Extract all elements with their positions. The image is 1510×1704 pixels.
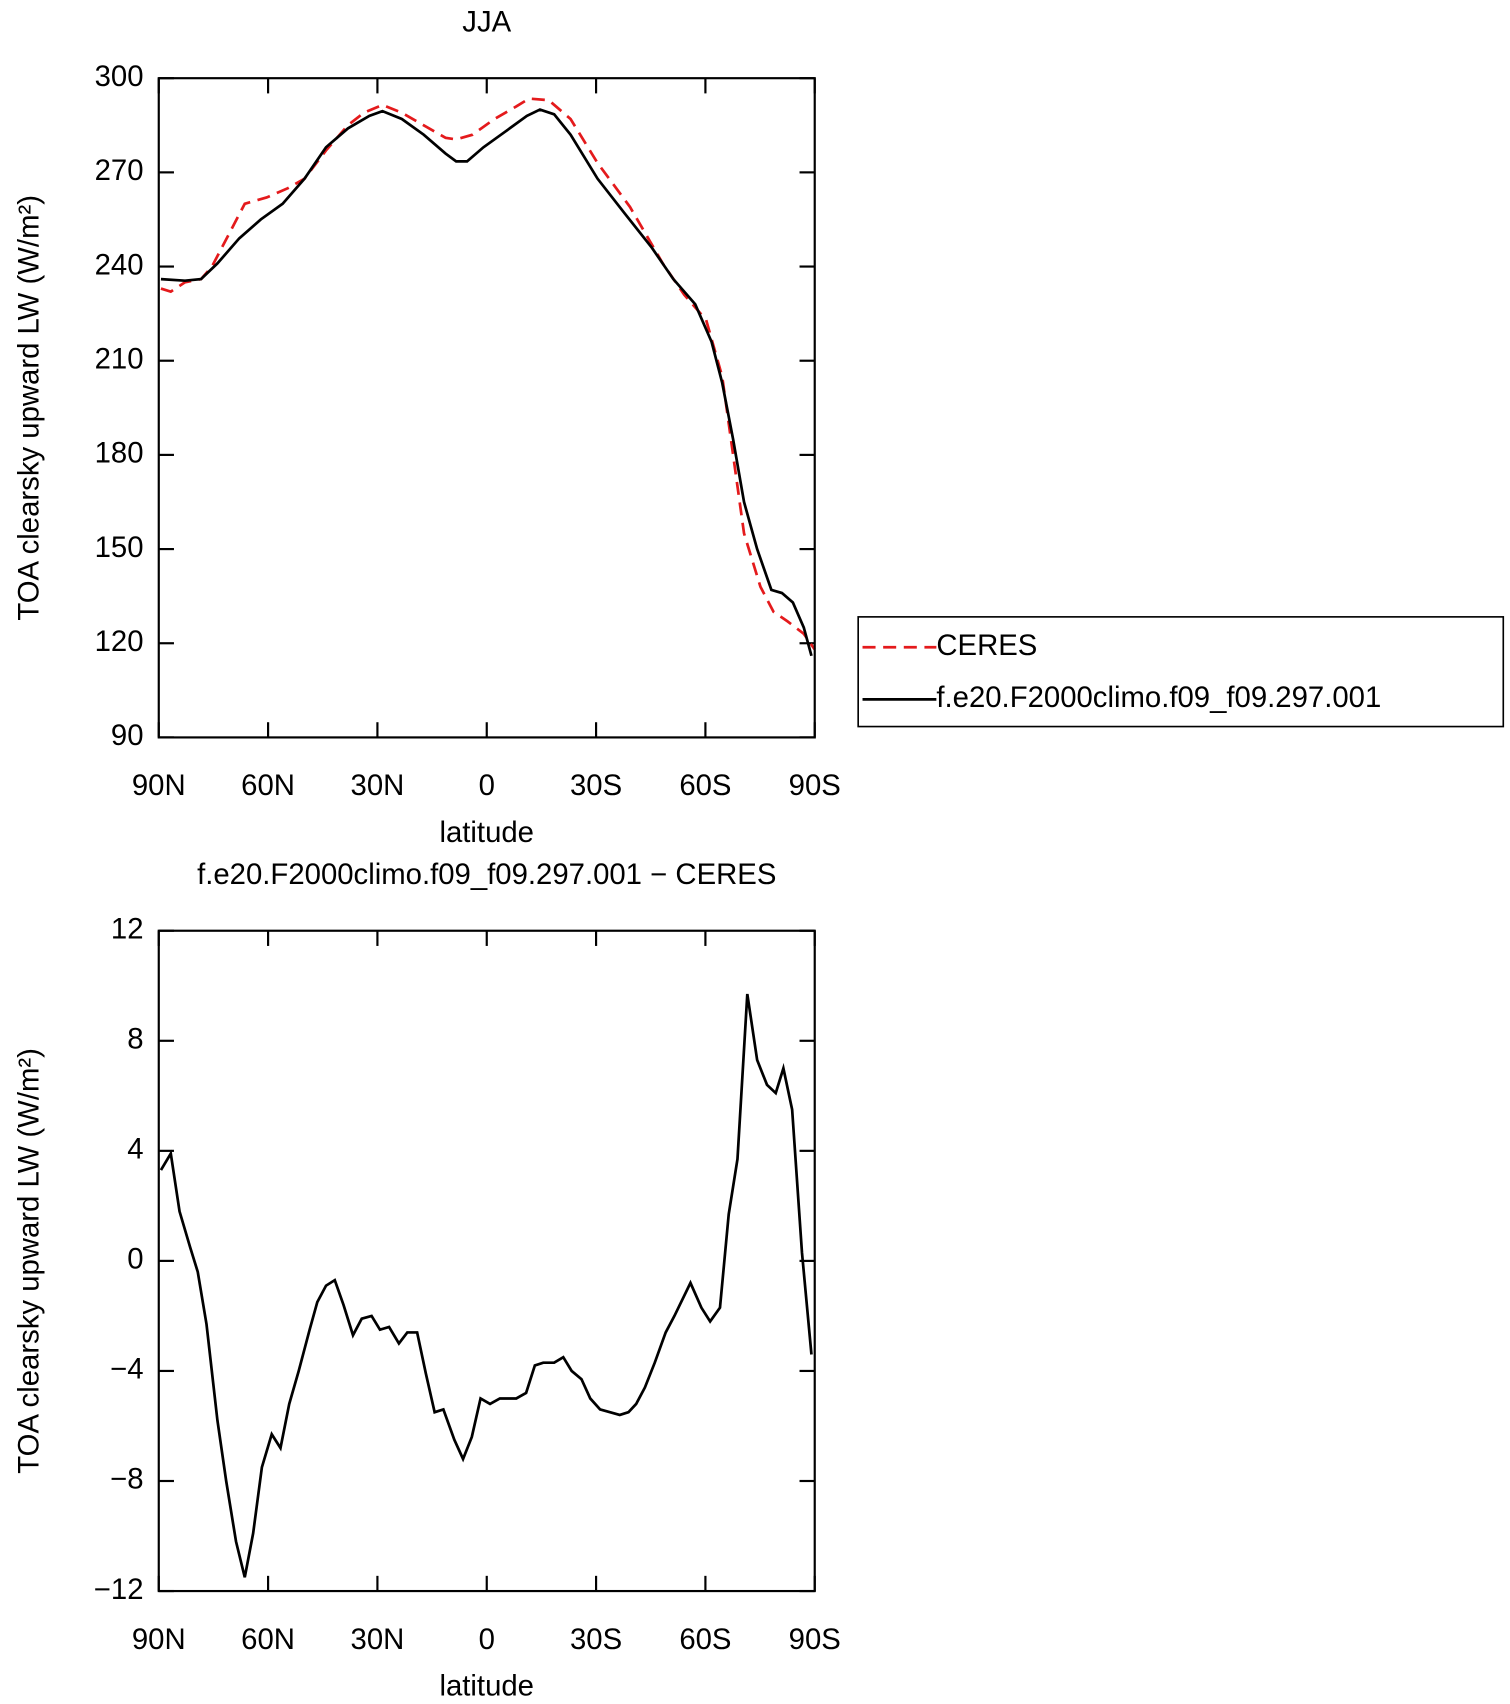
legend-box <box>857 616 1505 728</box>
y-axis-label: TOA clearsky upward LW (W/m²) <box>12 1048 45 1474</box>
y-axis-label: TOA clearsky upward LW (W/m²) <box>12 195 45 621</box>
y-tick-label: 0 <box>127 1243 143 1276</box>
chart-title: f.e20.F2000climo.f09_f09.297.001 − CERES <box>197 858 776 891</box>
y-tick-label: −12 <box>94 1573 144 1606</box>
x-tick-label: 30S <box>570 769 622 802</box>
x-tick-label: 30N <box>351 1623 405 1656</box>
chart-title: JJA <box>462 6 511 39</box>
chart: JJA latitude TOA clearsky upward LW (W/m²)… <box>12 6 1505 849</box>
x-tick-label: 90S <box>789 769 841 802</box>
legend-label: f.e20.F2000climo.f09_f09.297.001 <box>936 681 1381 714</box>
y-tick-label: 90 <box>111 719 144 752</box>
x-tick-label: 60S <box>679 1623 731 1656</box>
data-line <box>160 97 816 651</box>
x-tick-label: 60N <box>241 1623 295 1656</box>
legend-label: CERES <box>936 629 1037 662</box>
y-tick-label: 8 <box>127 1023 143 1056</box>
y-tick-label: 180 <box>95 437 144 470</box>
x-axis-label: latitude <box>439 816 534 849</box>
x-tick-label: 0 <box>479 769 495 802</box>
y-tick-label: 4 <box>127 1133 143 1166</box>
x-tick-label: 90S <box>789 1623 841 1656</box>
x-tick-label: 90N <box>132 769 186 802</box>
chart: f.e20.F2000climo.f09_f09.297.001 − CERES… <box>12 858 840 1702</box>
y-tick-label: −8 <box>110 1463 143 1496</box>
x-tick-label: 30N <box>351 769 405 802</box>
data-line <box>160 108 813 657</box>
plot-frame <box>157 77 816 739</box>
y-tick-label: 12 <box>111 912 144 945</box>
plot-frame <box>157 929 816 1593</box>
x-tick-label: 60N <box>241 769 295 802</box>
y-tick-label: 150 <box>95 531 144 564</box>
y-tick-label: −4 <box>110 1353 143 1386</box>
x-tick-label: 60S <box>679 769 731 802</box>
y-tick-label: 270 <box>95 154 144 187</box>
x-tick-label: 0 <box>479 1623 495 1656</box>
y-tick-label: 120 <box>95 625 144 658</box>
y-tick-label: 210 <box>95 342 144 375</box>
y-tick-label: 300 <box>95 60 144 93</box>
x-tick-label: 30S <box>570 1623 622 1656</box>
x-axis-label: latitude <box>439 1669 534 1702</box>
data-line <box>159 993 813 1578</box>
y-tick-label: 240 <box>95 248 144 281</box>
x-tick-label: 90N <box>132 1623 186 1656</box>
